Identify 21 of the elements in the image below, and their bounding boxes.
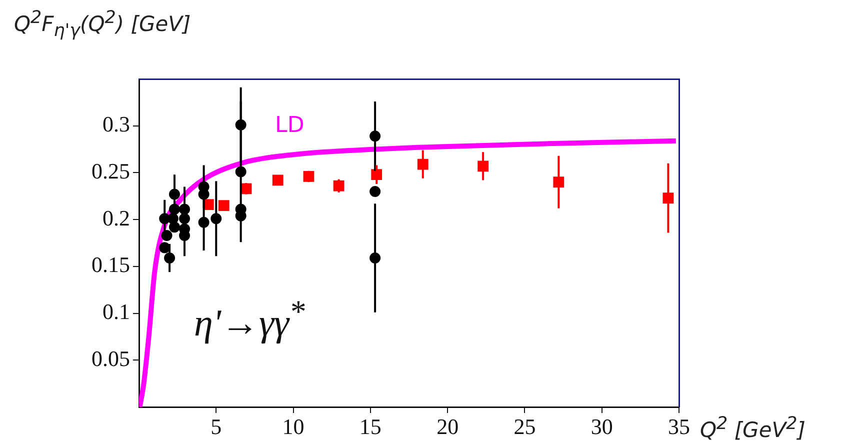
x-tick-label: 25 (514, 414, 536, 439)
x-axis-title: Q$^{2}$ [GeV$^{2}$] (700, 414, 806, 442)
y-tick-label: 0.25 (92, 158, 130, 184)
x-tick-label: 5 (210, 414, 222, 439)
y-tick-label: 0.05 (92, 346, 130, 371)
x-tick-label: 15 (359, 414, 382, 439)
y-tick-label: 0.3 (102, 112, 130, 137)
y-tick-label: 0.15 (92, 252, 130, 278)
point (159, 242, 170, 254)
series-label: LD (275, 113, 304, 138)
point (218, 200, 230, 211)
point (168, 222, 180, 233)
y-tick-label: 0.1 (102, 299, 130, 324)
y-axis-title: Q$^{2}$F$_{η'γ}$(Q$^{2}$) [GeV] (14, 8, 191, 42)
x-tick-label: 10 (282, 414, 304, 439)
point (370, 186, 381, 197)
y-tick-label: 0.2 (102, 205, 130, 230)
annotation: η'→γγ$^{*}$ (194, 294, 305, 346)
x-tick-label: 35 (668, 414, 690, 439)
x-tick-label: 30 (590, 414, 613, 439)
x-tick-label: 20 (436, 414, 459, 439)
